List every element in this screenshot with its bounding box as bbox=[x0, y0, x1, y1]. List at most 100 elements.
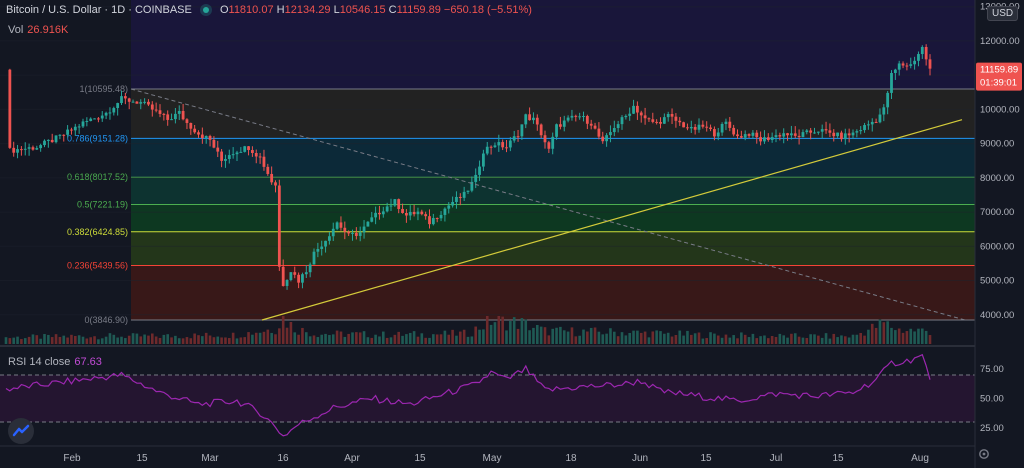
candle-body bbox=[131, 101, 135, 103]
volume-bar bbox=[139, 336, 143, 344]
volume-bar bbox=[389, 337, 393, 344]
current-price-label: 11159.89 bbox=[980, 65, 1018, 76]
close-value: 11159.89 bbox=[396, 4, 441, 16]
volume-bar bbox=[343, 336, 347, 344]
volume-bar bbox=[489, 324, 493, 344]
gear-icon[interactable] bbox=[977, 447, 991, 461]
volume-bar bbox=[763, 335, 766, 344]
candle-body bbox=[851, 132, 855, 136]
candle-body bbox=[20, 149, 23, 151]
rsi-tick-label: 75.00 bbox=[980, 364, 1004, 375]
volume-bar bbox=[408, 332, 412, 344]
time-tick-label: Feb bbox=[63, 453, 81, 464]
rsi-label: RSI 14 close bbox=[8, 356, 71, 368]
volume-bar bbox=[913, 331, 916, 344]
candle-body bbox=[643, 115, 647, 119]
candle-body bbox=[212, 139, 216, 148]
candle-body bbox=[508, 140, 512, 148]
candle-body bbox=[308, 264, 312, 273]
candle-body bbox=[774, 135, 778, 137]
volume-legend[interactable]: Vol 26.916K bbox=[8, 24, 68, 36]
volume-bar bbox=[909, 328, 913, 344]
volume-bar bbox=[274, 334, 277, 344]
time-tick-label: 15 bbox=[414, 453, 426, 464]
candle-body bbox=[451, 202, 454, 206]
rsi-legend[interactable]: RSI 14 close 67.63 bbox=[8, 356, 102, 368]
candle-body bbox=[893, 69, 897, 74]
volume-bar bbox=[131, 333, 135, 344]
candle-body bbox=[659, 122, 662, 124]
candle-body bbox=[197, 132, 200, 135]
volume-bar bbox=[870, 323, 874, 344]
candle-body bbox=[624, 115, 628, 118]
volume-bar bbox=[736, 338, 739, 344]
volume-bar bbox=[743, 334, 747, 344]
candle-body bbox=[262, 156, 266, 167]
candle-body bbox=[277, 185, 281, 267]
volume-bar bbox=[54, 334, 58, 344]
currency-badge[interactable]: USD bbox=[987, 6, 1019, 21]
volume-bar bbox=[108, 333, 112, 344]
volume-bar bbox=[235, 338, 239, 344]
candle-body bbox=[686, 127, 689, 129]
candle-body bbox=[378, 212, 381, 215]
candle-body bbox=[143, 101, 146, 103]
volume-bar bbox=[393, 334, 397, 344]
candle-body bbox=[293, 272, 297, 275]
volume-bar bbox=[782, 335, 785, 344]
candle-body bbox=[759, 137, 762, 142]
volume-bar bbox=[605, 333, 608, 344]
candle-body bbox=[578, 116, 582, 118]
fib-zone bbox=[131, 231, 975, 266]
candle-body bbox=[701, 124, 705, 127]
volume-bar bbox=[120, 336, 123, 344]
candle-body bbox=[397, 199, 401, 209]
candle-body bbox=[678, 120, 682, 123]
volume-bar bbox=[135, 333, 139, 344]
volume-bar bbox=[116, 337, 119, 344]
volume-bar bbox=[824, 333, 828, 344]
volume-bar bbox=[316, 337, 320, 344]
volume-bar bbox=[701, 338, 705, 344]
volume-bar bbox=[443, 330, 447, 344]
candle-body bbox=[755, 132, 759, 138]
candle-body bbox=[258, 156, 262, 158]
volume-bar bbox=[347, 333, 350, 344]
volume-bar bbox=[154, 336, 158, 344]
volume-bar bbox=[682, 335, 685, 344]
volume-bar bbox=[520, 318, 524, 344]
candle-body bbox=[97, 118, 100, 120]
candle-body bbox=[651, 119, 655, 122]
candle-body bbox=[820, 129, 824, 132]
candle-body bbox=[455, 196, 458, 203]
rsi-tick-label: 50.00 bbox=[980, 394, 1004, 405]
volume-bar bbox=[905, 331, 909, 344]
volume-bar bbox=[797, 336, 801, 344]
candle-body bbox=[890, 73, 893, 93]
candle-body bbox=[612, 128, 616, 133]
candle-body bbox=[312, 251, 316, 265]
volume-bar bbox=[351, 332, 354, 344]
volume-bar bbox=[867, 329, 870, 344]
candle-body bbox=[924, 46, 928, 60]
volume-bar bbox=[216, 336, 220, 344]
volume-bar bbox=[89, 337, 92, 344]
candle-body bbox=[435, 218, 439, 220]
candle-body bbox=[566, 117, 570, 121]
volume-bar bbox=[894, 330, 897, 344]
candle-body bbox=[628, 113, 632, 116]
volume-bar bbox=[674, 334, 678, 344]
rsi-band bbox=[0, 375, 975, 422]
candle-body bbox=[836, 132, 839, 137]
candle-body bbox=[528, 114, 531, 121]
volume-bar bbox=[728, 337, 732, 344]
tradingview-logo-icon[interactable] bbox=[8, 418, 34, 444]
candle-body bbox=[917, 54, 920, 61]
candle-body bbox=[393, 199, 397, 206]
volume-bar bbox=[524, 319, 528, 344]
candle-body bbox=[897, 63, 901, 70]
candle-body bbox=[177, 110, 181, 114]
candle-body bbox=[428, 216, 431, 225]
volume-bar bbox=[181, 338, 185, 344]
